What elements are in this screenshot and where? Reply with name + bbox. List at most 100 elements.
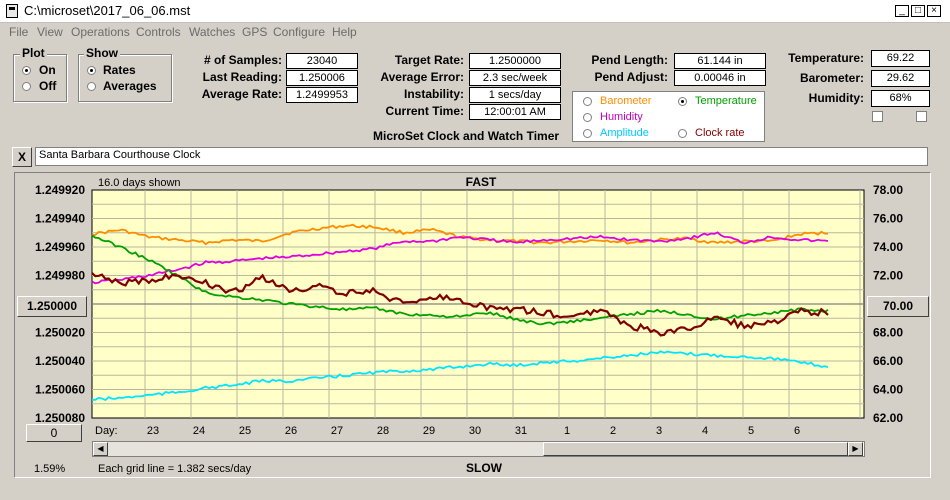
- menu-watches[interactable]: Watches: [189, 25, 236, 39]
- humidity-value: 68%: [871, 90, 930, 107]
- day-tick-label: 5: [748, 425, 754, 437]
- y-right-tick-label: 64.00: [873, 383, 903, 397]
- y-left-tick-label: 1.250080: [35, 411, 85, 425]
- y-right-tick-label: 76.00: [873, 212, 903, 226]
- temperature-label: Temperature:: [788, 51, 864, 65]
- current-time-label: Current Time:: [385, 104, 464, 118]
- scroll-right-icon[interactable]: ▶: [848, 442, 863, 456]
- day-tick-label: 28: [377, 425, 389, 437]
- y-right-tick-label: 62.00: [873, 411, 903, 425]
- samples-value: 23040: [286, 53, 358, 69]
- close-clock-button[interactable]: X: [12, 147, 32, 167]
- amplitude-radio[interactable]: [583, 129, 592, 138]
- pend-length-value: 61.144 in: [674, 53, 766, 69]
- current-time-value: 12:00:01 AM: [469, 104, 561, 120]
- temperature-option-label: Temperature: [695, 95, 757, 107]
- day-tick-label: 25: [239, 425, 251, 437]
- show-rates-radio[interactable]: [87, 66, 96, 75]
- day-tick-label: 3: [656, 425, 662, 437]
- amplitude-line: [92, 350, 829, 402]
- close-icon[interactable]: ×: [927, 5, 941, 17]
- scroll-left-icon[interactable]: ◀: [93, 442, 108, 456]
- maximize-icon[interactable]: □: [911, 5, 925, 17]
- pend-length-label: Pend Length:: [591, 53, 668, 67]
- average-rate-label: Average Rate:: [201, 87, 282, 101]
- y-right-tick-label: 72.00: [873, 269, 903, 283]
- day-tick-label: 29: [423, 425, 435, 437]
- y-right-tick-label: 78.00: [873, 183, 903, 197]
- barometer-value: 29.62: [871, 70, 930, 87]
- amplitude-option-label: Amplitude: [600, 127, 649, 139]
- plot-off-label: Off: [39, 79, 57, 93]
- title-bar: C:\microset\2017_06_06.mst _ □ ×: [0, 0, 950, 23]
- plot-group-label: Plot: [20, 46, 47, 60]
- menu-help[interactable]: Help: [332, 25, 357, 39]
- menu-configure[interactable]: Configure: [273, 25, 326, 39]
- humidity-label: Humidity:: [808, 91, 864, 105]
- barometer-label: Barometer:: [799, 71, 864, 85]
- barometer-radio[interactable]: [583, 97, 592, 106]
- y-right-tick-label: 66.00: [873, 354, 903, 368]
- day-tick-label: 4: [702, 425, 708, 437]
- clock-rate-radio[interactable]: [678, 129, 687, 138]
- last-reading-label: Last Reading:: [202, 70, 282, 84]
- app-caption: MicroSet Clock and Watch Timer: [373, 129, 560, 143]
- day-tick-label: 26: [285, 425, 297, 437]
- app-icon[interactable]: [6, 4, 18, 18]
- temperature-value: 69.22: [871, 50, 930, 67]
- day-tick-label: 24: [193, 425, 205, 437]
- plot-on-radio[interactable]: [22, 66, 31, 75]
- average-error-value: 2.3 sec/week: [469, 70, 561, 86]
- y-left-tick-label: 1.250040: [35, 354, 85, 368]
- humidity-line: [91, 231, 829, 285]
- series-lines: [91, 223, 829, 402]
- scrollbar-track[interactable]: [93, 442, 543, 456]
- clock-rate-option-label: Clock rate: [695, 127, 745, 139]
- humidity-radio[interactable]: [583, 113, 592, 122]
- menu-file[interactable]: File: [9, 25, 29, 39]
- grid-lines: [92, 190, 864, 418]
- day-tick-label: 30: [469, 425, 481, 437]
- days-shown-label: 16.0 days shown: [98, 177, 181, 189]
- minimize-icon[interactable]: _: [895, 5, 909, 17]
- y-left-tick-label: 1.249940: [35, 212, 85, 226]
- center-rate-button[interactable]: 1.250000: [17, 296, 87, 317]
- fast-label: FAST: [466, 175, 497, 189]
- show-averages-radio[interactable]: [87, 82, 96, 91]
- y-left-tick-label: 1.249960: [35, 240, 85, 254]
- menu-view[interactable]: View: [37, 25, 63, 39]
- last-reading-value: 1.250006: [286, 70, 358, 86]
- y-left-tick-label: 1.249920: [35, 183, 85, 197]
- clock-rate-line: [91, 272, 829, 337]
- zero-button[interactable]: 0: [26, 424, 82, 442]
- average-error-label: Average Error:: [380, 70, 464, 84]
- menu-controls[interactable]: Controls: [136, 25, 181, 39]
- clock-name-field[interactable]: Santa Barbara Courthouse Clock: [35, 147, 928, 166]
- center-aux-button[interactable]: 70.00: [867, 296, 929, 317]
- menu-operations[interactable]: Operations: [71, 25, 130, 39]
- temperature-line: [91, 234, 829, 326]
- plot-on-label: On: [39, 63, 56, 77]
- temperature-radio[interactable]: [678, 97, 687, 106]
- y-left-tick-label: 1.249980: [35, 269, 85, 283]
- slow-label: SLOW: [466, 461, 503, 475]
- show-rates-label: Rates: [103, 63, 136, 77]
- menu-gps[interactable]: GPS: [242, 25, 268, 39]
- show-averages-label: Averages: [103, 79, 157, 93]
- y-right-tick-label: 74.00: [873, 240, 903, 254]
- plot-off-radio[interactable]: [22, 82, 31, 91]
- percent-readout: 1.59%: [34, 463, 65, 475]
- scrollbar-thumb[interactable]: [543, 442, 848, 456]
- pend-adjust-value: 0.00046 in: [674, 70, 766, 86]
- y-left-tick-label: 1.250060: [35, 383, 85, 397]
- menu-bar: File View Operations Controls Watches GP…: [0, 23, 950, 41]
- y-left-tick-label: 1.250020: [35, 326, 85, 340]
- target-rate-label: Target Rate:: [394, 53, 464, 67]
- day-tick-label: 1: [564, 425, 570, 437]
- y-right-tick-label: 68.00: [873, 326, 903, 340]
- day-tick-label: 23: [147, 425, 159, 437]
- samples-label: # of Samples:: [203, 53, 282, 67]
- right-checkbox[interactable]: [916, 111, 927, 122]
- left-checkbox[interactable]: [872, 111, 883, 122]
